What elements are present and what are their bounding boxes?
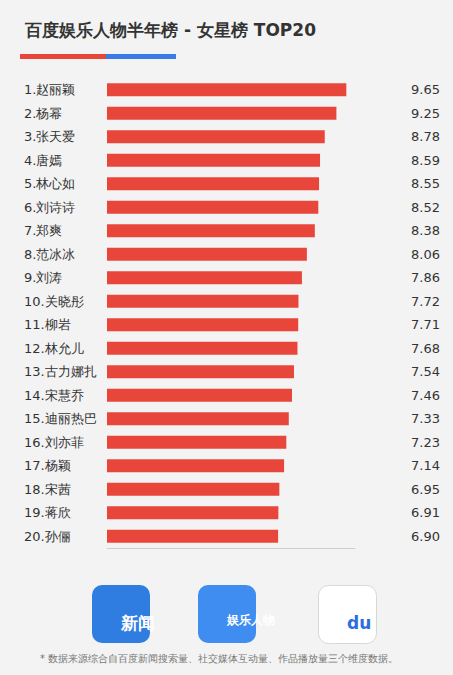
svg-text:9.65: 9.65 [411, 82, 440, 97]
svg-text:7.71: 7.71 [411, 317, 440, 332]
svg-text:7.郑爽: 7.郑爽 [24, 223, 62, 238]
svg-text:7.72: 7.72 [411, 294, 440, 309]
svg-text:4.唐嫣: 4.唐嫣 [24, 153, 62, 168]
svg-text:1.赵丽颖: 1.赵丽颖 [24, 82, 75, 97]
svg-text:7.33: 7.33 [411, 411, 440, 426]
svg-text:7.86: 7.86 [411, 270, 440, 285]
svg-text:8.06: 8.06 [411, 247, 440, 262]
svg-text:娱乐人物: 娱乐人物 [226, 613, 275, 627]
svg-text:11.柳岩: 11.柳岩 [24, 317, 71, 332]
svg-text:17.杨颖: 17.杨颖 [24, 458, 71, 473]
svg-text:15.迪丽热巴: 15.迪丽热巴 [24, 411, 97, 426]
svg-text:du: du [347, 613, 371, 633]
svg-text:8.范冰冰: 8.范冰冰 [24, 247, 75, 262]
svg-text:19.蒋欣: 19.蒋欣 [24, 505, 71, 520]
svg-text:16.刘亦菲: 16.刘亦菲 [24, 435, 84, 450]
svg-text:7.46: 7.46 [411, 388, 440, 403]
svg-text:8.52: 8.52 [411, 200, 440, 215]
svg-text:8.78: 8.78 [411, 129, 440, 144]
svg-text:6.90: 6.90 [411, 529, 440, 544]
svg-text:7.54: 7.54 [411, 364, 440, 379]
svg-text:9.25: 9.25 [411, 106, 440, 121]
svg-text:14.宋慧乔: 14.宋慧乔 [24, 388, 84, 403]
svg-text:2.杨幂: 2.杨幂 [24, 106, 62, 121]
svg-text:6.91: 6.91 [411, 505, 440, 520]
svg-text:* 数据来源综合自百度新闻搜索量、社交媒体互动量、作品播放量: * 数据来源综合自百度新闻搜索量、社交媒体互动量、作品播放量三个维度数据。 [40, 653, 398, 664]
svg-text:12.林允儿: 12.林允儿 [24, 341, 84, 356]
svg-text:3.张天爱: 3.张天爱 [24, 129, 75, 144]
svg-text:18.宋茜: 18.宋茜 [24, 482, 71, 497]
svg-text:7.23: 7.23 [411, 435, 440, 450]
svg-text:7.68: 7.68 [411, 341, 440, 356]
svg-text:8.38: 8.38 [411, 223, 440, 238]
svg-text:百度娱乐人物半年榜 - 女星榜 TOP20: 百度娱乐人物半年榜 - 女星榜 TOP20 [24, 20, 316, 40]
svg-text:10.关晓彤: 10.关晓彤 [24, 294, 84, 309]
svg-text:20.孙俪: 20.孙俪 [24, 529, 71, 544]
svg-text:6.95: 6.95 [411, 482, 440, 497]
svg-text:新闻: 新闻 [120, 613, 155, 633]
svg-text:13.古力娜扎: 13.古力娜扎 [24, 364, 97, 379]
svg-text:8.55: 8.55 [411, 176, 440, 191]
svg-text:7.14: 7.14 [411, 458, 440, 473]
svg-text:6.刘诗诗: 6.刘诗诗 [24, 200, 75, 215]
svg-text:9.刘涛: 9.刘涛 [24, 270, 62, 285]
svg-text:5.林心如: 5.林心如 [24, 176, 75, 191]
svg-text:8.59: 8.59 [411, 153, 440, 168]
